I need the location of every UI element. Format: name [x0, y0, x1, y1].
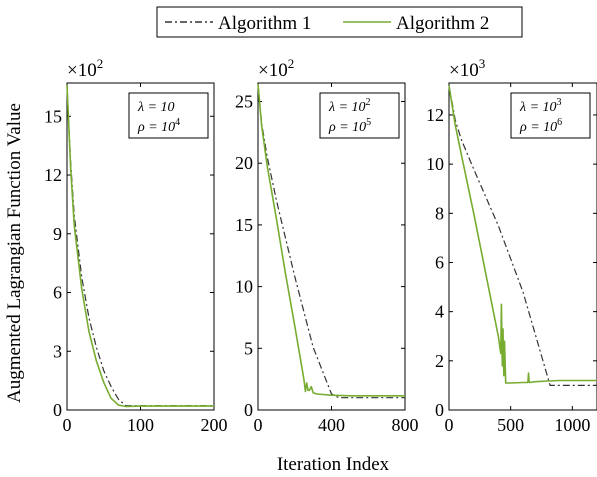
- y-tick-label: 12: [44, 165, 62, 185]
- x-tick-label: 100: [127, 415, 154, 435]
- y-tick-label: 0: [435, 400, 444, 420]
- series-line-2: [448, 85, 597, 384]
- y-tick-label: 12: [426, 105, 444, 125]
- legend-label-2: Algorithm 2: [396, 13, 489, 34]
- x-tick-label: 200: [201, 415, 228, 435]
- legend-label-1: Algorithm 1: [218, 13, 311, 34]
- y-tick-label: 20: [235, 153, 253, 173]
- x-axis-label: Iteration Index: [277, 454, 390, 475]
- legend-box: [156, 6, 523, 38]
- y-tick-label: 3: [53, 341, 62, 361]
- y-tick-label: 10: [426, 154, 444, 174]
- param-box: [510, 92, 591, 139]
- axis-multiplier: ×102: [67, 56, 103, 81]
- y-tick-label: 5: [244, 338, 253, 358]
- series-line-1: [257, 84, 405, 399]
- y-axis-label: Augmented Lagrangian Function Value: [4, 103, 25, 403]
- axes-frame: [448, 82, 597, 411]
- panel-3: ×103 0 2 4 6 8 10 12 0 500 1000 λ = 103 ρ = 106: [426, 56, 597, 435]
- param-label: ρ = 105: [328, 117, 371, 135]
- y-tick-label: 6: [53, 283, 62, 303]
- axis-multiplier: ×102: [258, 56, 294, 81]
- y-tick-label: 8: [435, 203, 444, 223]
- y-tick-label: 2: [435, 351, 444, 371]
- y-tick-label: 0: [244, 400, 253, 420]
- axis-multiplier: ×103: [449, 56, 485, 81]
- y-tick-label: 15: [235, 215, 253, 235]
- series-line-2: [66, 84, 214, 408]
- param-label: λ = 102: [328, 97, 371, 115]
- y-tick-label: 9: [53, 224, 62, 244]
- x-tick-label: 0: [445, 415, 454, 435]
- param-label: λ = 10: [137, 100, 175, 115]
- y-tick-label: 15: [44, 106, 62, 126]
- panel-1: ×102 0 3 6 9 12 15 0 100 200 λ = 10 ρ = 104: [44, 56, 228, 435]
- y-tick-label: 25: [235, 92, 253, 112]
- panel-2: ×102 0 5 10 15 20 25 0 400 800 λ = 102 ρ = 105: [235, 56, 419, 435]
- legend: Algorithm 1 Algorithm 2: [156, 6, 523, 38]
- x-tick-label: 0: [254, 415, 263, 435]
- x-tick-label: 0: [63, 415, 72, 435]
- y-tick-label: 4: [435, 302, 444, 322]
- x-tick-label: 400: [318, 415, 345, 435]
- param-box: [319, 92, 400, 139]
- x-tick-label: 1000: [554, 415, 590, 435]
- series-line-2: [257, 84, 405, 397]
- param-box: [128, 92, 209, 139]
- x-tick-label: 500: [497, 415, 524, 435]
- series-line-1: [448, 85, 597, 386]
- param-label: λ = 103: [519, 97, 562, 115]
- x-tick-label: 800: [392, 415, 419, 435]
- param-label: ρ = 106: [519, 117, 562, 135]
- y-tick-label: 6: [435, 252, 444, 272]
- param-label: ρ = 104: [137, 117, 180, 135]
- y-tick-label: 0: [53, 400, 62, 420]
- y-tick-label: 10: [235, 277, 253, 297]
